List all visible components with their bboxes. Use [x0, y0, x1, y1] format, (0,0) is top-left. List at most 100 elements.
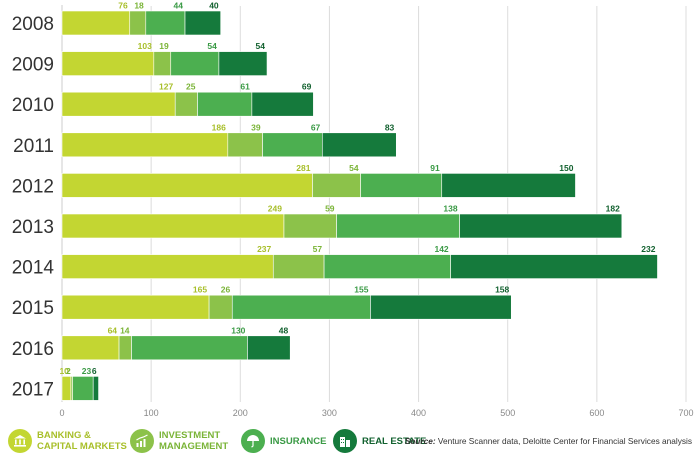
data-label: 281: [296, 163, 310, 173]
bar-segment: [312, 173, 361, 198]
data-label: 14: [120, 325, 130, 335]
bar-segment: [61, 254, 274, 279]
bar-segment: [174, 91, 198, 117]
bar-segment: [153, 51, 172, 76]
data-label: 83: [385, 122, 395, 132]
bar-segment: [283, 213, 337, 239]
data-label: 69: [302, 82, 312, 92]
data-label: 25: [186, 82, 196, 92]
data-label: 142: [434, 244, 448, 254]
bar-segment: [231, 294, 371, 320]
category-label: 2015: [12, 298, 54, 319]
legend-label-investment: INVESTMENT MANAGEMENT: [159, 430, 229, 452]
bar-segment: [61, 294, 210, 320]
data-label: 23: [82, 366, 92, 376]
bar-segment: [92, 376, 99, 401]
data-label: 39: [251, 122, 261, 132]
bar-segment: [218, 51, 268, 76]
bar-segment: [129, 10, 147, 36]
bar-segment: [321, 132, 397, 158]
bar-segment: [61, 335, 120, 361]
category-label: 2014: [12, 258, 55, 279]
source-note: Source: Venture Scanner data, Deloitte C…: [405, 436, 692, 446]
growth-chart-icon: [130, 429, 154, 453]
category-label: 2012: [12, 176, 54, 197]
data-label: 130: [231, 325, 245, 335]
bar-segment: [118, 335, 132, 361]
data-label: 165: [193, 285, 207, 295]
data-label: 232: [641, 244, 655, 254]
x-tick-label: 100: [144, 408, 159, 418]
category-label: 2008: [12, 14, 54, 35]
bar-segment: [131, 335, 248, 361]
x-tick-label: 700: [678, 408, 693, 418]
category-label: 2016: [12, 339, 54, 360]
category-label: 2017: [12, 379, 54, 400]
data-label: 127: [159, 82, 173, 92]
bar-segment: [61, 91, 176, 117]
bar-segment: [441, 173, 576, 198]
bar-segment: [61, 213, 285, 239]
bar-segment: [262, 132, 323, 158]
legend-item-insurance: INSURANCE: [241, 426, 326, 456]
bar-segment: [72, 376, 94, 401]
data-label: 57: [313, 244, 323, 254]
bar-segment: [61, 376, 72, 401]
bar-segment: [336, 213, 460, 239]
data-label: 182: [606, 204, 620, 214]
bar-segment: [323, 254, 451, 279]
legend-label-banking: BANKING & CAPITAL MARKETS: [37, 430, 127, 452]
source-label: Source:: [404, 436, 436, 446]
bar-segment: [251, 91, 314, 117]
bar-segment: [227, 132, 263, 158]
data-label: 150: [559, 163, 573, 173]
bar-segment: [459, 213, 623, 239]
data-label: 67: [311, 122, 321, 132]
buildings-icon: [333, 429, 357, 453]
data-label: 155: [354, 285, 368, 295]
data-label: 2: [66, 366, 71, 376]
source-text: Venture Scanner data, Deloitte Center fo…: [435, 436, 692, 446]
bar-segment: [61, 173, 313, 198]
data-label: 40: [209, 1, 219, 11]
bar-segment: [61, 132, 229, 158]
bar-segment: [170, 51, 220, 76]
data-label: 19: [159, 41, 169, 51]
x-tick-label: 600: [589, 408, 604, 418]
data-label: 44: [174, 1, 184, 11]
bar-segment: [208, 294, 233, 320]
data-label: 158: [495, 285, 509, 295]
x-tick-label: 400: [411, 408, 426, 418]
data-label: 138: [443, 204, 457, 214]
x-tick-label: 200: [233, 408, 248, 418]
data-label: 76: [118, 1, 128, 11]
data-label: 59: [325, 204, 335, 214]
category-label: 2010: [12, 95, 54, 116]
bar-segment: [247, 335, 291, 361]
bar-segment: [370, 294, 512, 320]
bar-segment: [450, 254, 658, 279]
x-tick-label: 500: [500, 408, 515, 418]
bar-segment: [184, 10, 221, 36]
data-label: 103: [138, 41, 152, 51]
data-label: 6: [92, 366, 97, 376]
bar-segment: [61, 51, 155, 76]
bar-segment: [145, 10, 186, 36]
bar-segment: [197, 91, 253, 117]
data-label: 237: [257, 244, 271, 254]
data-label: 26: [221, 285, 231, 295]
legend-label-insurance: INSURANCE: [270, 435, 327, 447]
data-label: 249: [268, 204, 282, 214]
stacked-bar-chart: 0 100 200 300 400 500 600 700 2008 76 18 44 40 2009 10…: [12, 1, 694, 419]
bar-segment: [61, 10, 131, 36]
legend-item-real-estate: REAL ESTATE: [333, 426, 426, 456]
legend: BANKING & CAPITAL MARKETS INVESTMENT MAN…: [0, 424, 700, 458]
data-label: 64: [108, 325, 118, 335]
legend-item-investment: INVESTMENT MANAGEMENT: [130, 426, 228, 456]
bar-segment: [272, 254, 325, 279]
category-label: 2013: [12, 217, 54, 238]
category-label: 2009: [12, 55, 54, 76]
data-label: 91: [430, 163, 440, 173]
data-label: 48: [279, 325, 289, 335]
legend-item-banking: BANKING & CAPITAL MARKETS: [8, 426, 127, 456]
